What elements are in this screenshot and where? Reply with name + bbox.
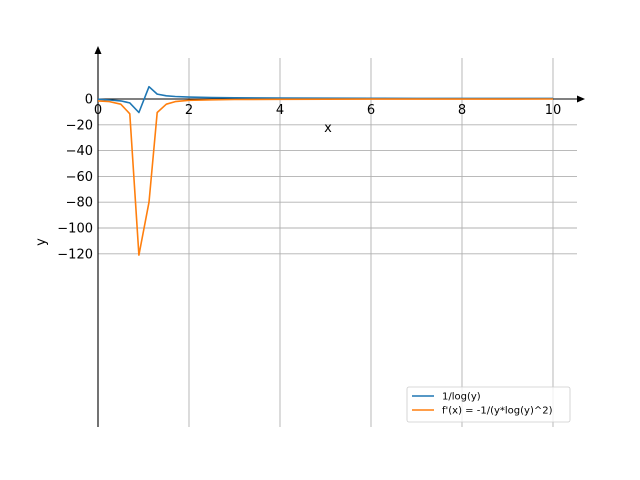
series bbox=[97, 85, 554, 256]
legend: 1/log(y) f'(x) = -1/(y*log(y)^2) bbox=[406, 386, 571, 423]
legend-label: f'(x) = -1/(y*log(y)^2) bbox=[442, 406, 553, 417]
grid bbox=[98, 58, 577, 427]
x-axis-arrow-icon bbox=[577, 95, 585, 103]
y-tick-label: −80 bbox=[66, 196, 93, 211]
y-axis-label: y bbox=[34, 238, 49, 246]
legend-label: 1/log(y) bbox=[442, 392, 481, 403]
y-tick-label: 0 bbox=[85, 93, 93, 108]
x-tick-label: 0 bbox=[94, 103, 102, 118]
x-tick-label: 4 bbox=[276, 103, 284, 118]
y-tick-label: −40 bbox=[66, 144, 93, 159]
x-axis-label: x bbox=[324, 121, 332, 136]
x-tick-label: 8 bbox=[458, 103, 466, 118]
y-axis-arrow-icon bbox=[94, 46, 102, 54]
x-tick-label: 6 bbox=[367, 103, 375, 118]
y-tick-label: −100 bbox=[57, 222, 93, 237]
x-tick-label: 2 bbox=[185, 103, 193, 118]
y-tick-label: −60 bbox=[66, 170, 93, 185]
legend-frame bbox=[406, 386, 571, 423]
series-line-2 bbox=[97, 98, 554, 256]
x-tick-label: 10 bbox=[545, 103, 562, 118]
tick-labels: 0 2 4 6 8 100−20−40−60−80−100−120 bbox=[57, 93, 561, 263]
y-tick-label: −20 bbox=[66, 118, 93, 133]
y-tick-label: −120 bbox=[57, 247, 93, 262]
